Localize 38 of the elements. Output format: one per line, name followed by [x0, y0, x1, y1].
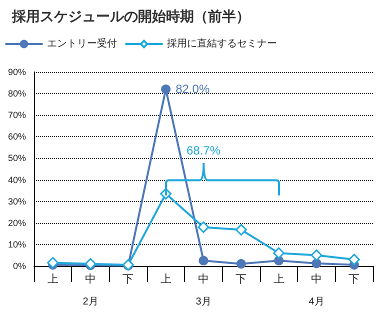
x-tick-label: 下	[236, 274, 247, 286]
legend-label: エントリー受付	[47, 38, 117, 50]
point	[310, 249, 322, 261]
point	[161, 84, 171, 94]
point	[47, 257, 59, 269]
data-label: 82.0%	[176, 82, 210, 96]
y-tick-label: 10%	[8, 239, 26, 250]
point	[348, 254, 360, 266]
annotation: 68.7%	[186, 144, 221, 158]
y-tick-label: 30%	[8, 196, 26, 206]
y-tick-label: 0%	[12, 261, 26, 271]
y-tick-label: 90%	[8, 67, 26, 77]
x-tick-label: 上	[160, 272, 172, 286]
y-tick-label: 20%	[8, 218, 26, 228]
y-tick-label: 50%	[8, 153, 26, 164]
legend-label: 採用に直結するセミナー	[167, 38, 277, 50]
x-tick-label: 下	[122, 274, 134, 286]
x-tick-label: 上	[273, 272, 284, 286]
text: 2月	[82, 296, 98, 308]
x-tick-label: 下	[348, 274, 360, 286]
x-tick-label: 中	[311, 272, 322, 286]
text: 3月	[196, 296, 212, 308]
point	[236, 259, 246, 269]
text: 4月	[308, 296, 324, 308]
y-tick-label: 60%	[8, 132, 26, 142]
x-tick-label: 中	[198, 272, 209, 286]
y-tick-label: 40%	[8, 174, 26, 185]
point	[235, 224, 247, 236]
chart-title: 採用スケジュールの開始時期（前半）	[12, 8, 250, 26]
y-tick-label: 80%	[8, 88, 26, 99]
y-tick-label: 70%	[8, 110, 26, 120]
point	[84, 258, 96, 270]
point	[312, 258, 322, 268]
x-tick-label: 中	[85, 272, 96, 286]
x-tick-label: 上	[47, 272, 58, 286]
point	[273, 247, 285, 259]
point	[198, 221, 210, 233]
point	[198, 256, 208, 266]
